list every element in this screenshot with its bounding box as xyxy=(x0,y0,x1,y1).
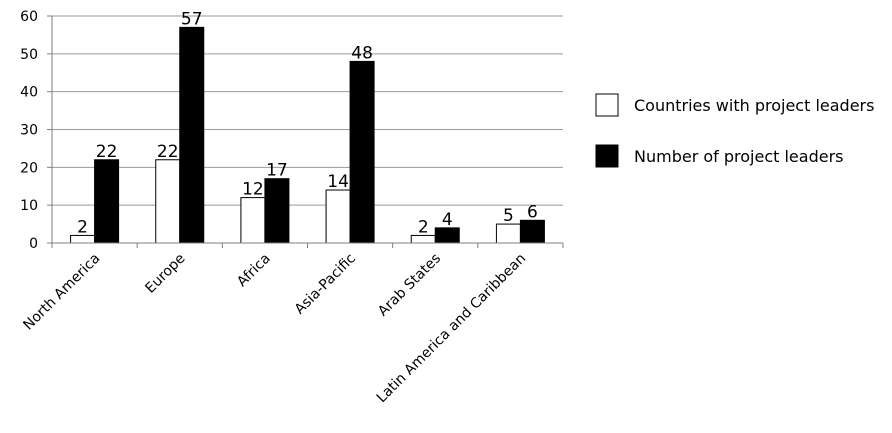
y-tick-label: 10 xyxy=(20,198,38,214)
legend-label-leaders: Number of project leaders xyxy=(634,147,844,166)
y-tick-label: 60 xyxy=(20,9,38,25)
bar-countries-5 xyxy=(495,223,521,244)
data-label: 48 xyxy=(351,43,373,63)
x-category-label: Arab States xyxy=(375,251,444,320)
data-label: 14 xyxy=(327,172,349,192)
data-label: 2 xyxy=(77,217,88,237)
axes xyxy=(47,15,564,248)
y-axis-tick-labels: 0 10 20 30 40 50 60 xyxy=(20,9,38,252)
x-category-label: North America xyxy=(20,251,103,334)
x-axis-category-labels: North America Europe Africa Asia-Pacific Ara… xyxy=(20,251,529,407)
bar-countries-3 xyxy=(325,189,351,244)
data-label: 17 xyxy=(266,161,288,181)
data-label: 2 xyxy=(418,217,429,237)
y-tick-label: 40 xyxy=(20,85,38,101)
bar-leaders-3 xyxy=(349,60,375,244)
bar-leaders-2 xyxy=(264,178,290,244)
bar-leaders-4 xyxy=(434,227,460,244)
bar-countries-1 xyxy=(155,159,181,244)
data-label: 12 xyxy=(242,180,264,200)
x-category-label: Asia-Pacific xyxy=(292,251,359,318)
y-tick-label: 30 xyxy=(20,123,38,139)
data-label: 6 xyxy=(527,202,538,222)
gridlines xyxy=(52,15,563,206)
legend-swatch-leaders xyxy=(595,144,619,168)
x-category-label: Latin America and Caribbean xyxy=(374,251,530,407)
data-label: 22 xyxy=(96,142,118,162)
x-category-label: Europe xyxy=(142,251,188,297)
data-label: 5 xyxy=(503,206,514,226)
data-label: 4 xyxy=(442,210,453,230)
bars xyxy=(70,26,545,244)
legend: Countries with project leaders Number of … xyxy=(595,93,874,168)
data-label: 22 xyxy=(157,142,179,162)
data-label: 57 xyxy=(181,9,203,29)
y-tick-label: 50 xyxy=(20,47,38,63)
y-tick-label: 0 xyxy=(29,236,38,252)
bar-leaders-5 xyxy=(519,219,545,244)
bar-leaders-0 xyxy=(94,159,120,244)
bar-countries-2 xyxy=(240,197,266,244)
x-category-label: Africa xyxy=(234,251,274,291)
legend-label-countries: Countries with project leaders xyxy=(634,96,874,115)
legend-swatch-countries xyxy=(595,93,619,117)
bar-leaders-1 xyxy=(179,26,205,244)
y-tick-label: 20 xyxy=(20,160,38,176)
